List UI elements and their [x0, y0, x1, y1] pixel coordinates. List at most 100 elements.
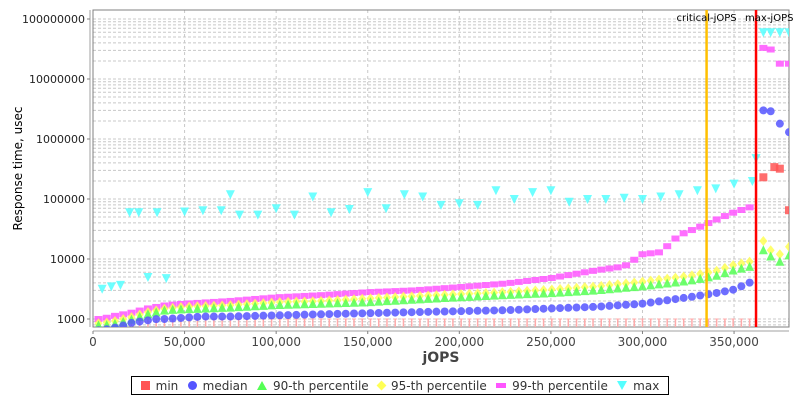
triangle-up-marker — [572, 286, 582, 296]
triangle-up-marker — [473, 291, 483, 301]
rect-marker — [745, 204, 754, 211]
chart-legend: min median 90-th percentile 95-th percen… — [131, 376, 669, 395]
triangle-up-marker — [440, 293, 450, 303]
rect-marker — [696, 223, 705, 230]
legend-label: 95-th percentile — [391, 378, 487, 393]
circle-marker — [498, 306, 507, 315]
triangle-up-marker — [745, 261, 755, 271]
triangle-up-marker — [234, 302, 244, 312]
rect-marker — [432, 285, 441, 292]
circle-marker — [547, 304, 556, 313]
rect-marker — [663, 243, 672, 250]
rect-marker-icon — [496, 383, 507, 388]
triangle-up-marker — [316, 298, 326, 308]
rect-marker — [737, 206, 746, 213]
rect-marker — [720, 213, 729, 220]
x-axis-title: jOPS — [421, 350, 459, 366]
rect-marker — [597, 266, 606, 273]
circle-marker — [350, 309, 358, 318]
triangle-up-marker — [720, 268, 730, 278]
rect-marker — [308, 292, 317, 299]
triangle-up-marker — [687, 275, 697, 285]
rect-marker — [556, 273, 565, 280]
circle-marker — [300, 310, 309, 319]
triangle-up-marker — [341, 297, 351, 307]
rect-marker — [333, 291, 342, 298]
rect-marker — [539, 275, 548, 282]
triangle-up-marker — [448, 292, 458, 302]
circle-marker — [152, 315, 161, 324]
circle-marker — [720, 287, 729, 296]
triangle-down-marker — [692, 186, 702, 196]
triangle-down-marker — [399, 190, 409, 200]
triangle-up-marker — [143, 309, 153, 319]
circle-marker — [490, 306, 499, 315]
triangle-up-marker — [679, 276, 689, 286]
critical-jops-label: critical-jOPS — [677, 13, 737, 24]
rect-marker — [630, 256, 639, 263]
circle-marker — [317, 310, 326, 319]
circle-marker — [523, 305, 532, 314]
rect-marker — [490, 281, 499, 288]
circle-marker — [589, 302, 598, 311]
triangle-up-marker — [176, 304, 186, 314]
y-tick-label: 10000000 — [29, 73, 85, 86]
triangle-down-marker — [528, 188, 538, 198]
circle-marker — [284, 311, 293, 320]
circle-marker — [374, 308, 383, 317]
triangle-up-marker-icon — [256, 381, 267, 390]
circle-marker — [424, 307, 433, 316]
rect-marker — [374, 288, 383, 295]
y-tick-label: 100000000 — [22, 13, 85, 26]
legend-label: min — [155, 378, 179, 393]
triangle-up-marker — [547, 288, 557, 298]
rect-marker — [498, 280, 507, 287]
triangle-down-marker — [97, 284, 107, 294]
triangle-up-marker — [621, 282, 631, 292]
circle-marker — [729, 285, 738, 294]
circle-marker — [671, 295, 680, 304]
triangle-down-marker — [143, 273, 153, 283]
square-marker — [775, 164, 784, 173]
triangle-down-marker — [115, 280, 125, 290]
circle-marker — [646, 298, 655, 307]
rect-marker — [775, 60, 784, 67]
triangle-down-marker — [198, 206, 208, 216]
triangle-up-marker — [283, 299, 293, 309]
circle-marker — [766, 107, 775, 116]
circle-marker — [481, 306, 490, 315]
rect-marker — [572, 270, 581, 277]
circle-marker — [341, 309, 350, 318]
triangle-down-marker — [564, 197, 574, 207]
triangle-up-marker — [613, 283, 623, 293]
triangle-down-marker — [711, 184, 721, 194]
triangle-down-marker — [253, 210, 263, 220]
diamond-marker — [745, 256, 754, 267]
triangle-down-marker — [758, 28, 768, 38]
square-marker — [785, 206, 789, 215]
triangle-up-marker — [555, 287, 565, 297]
circle-marker — [119, 321, 128, 327]
rect-marker — [325, 291, 334, 298]
square-marker-icon — [140, 381, 150, 390]
triangle-up-marker — [530, 288, 540, 298]
circle-marker — [556, 304, 565, 313]
circle-marker — [135, 317, 144, 326]
triangle-up-marker — [464, 291, 474, 301]
triangle-down-marker — [326, 208, 336, 218]
diamond-marker-icon — [376, 380, 387, 391]
triangle-up-marker — [784, 250, 789, 260]
rect-marker — [465, 283, 474, 290]
rect-marker — [605, 265, 614, 272]
circle-marker — [103, 325, 111, 327]
circle-marker — [759, 106, 768, 115]
legend-item-p90: 90-th percentile — [256, 379, 369, 393]
triangle-down-marker — [216, 206, 226, 216]
circle-marker — [440, 307, 449, 316]
triangle-up-marker — [250, 301, 260, 311]
triangle-up-marker — [629, 282, 639, 292]
circle-marker — [96, 326, 101, 327]
triangle-up-marker — [217, 302, 227, 312]
circle-marker — [597, 302, 606, 311]
triangle-up-marker — [580, 286, 590, 296]
